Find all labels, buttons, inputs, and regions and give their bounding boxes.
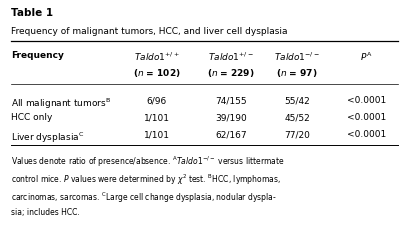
Text: 1/101: 1/101 [144, 130, 170, 139]
Text: $\mathit{Taldo1}^{+/-}$: $\mathit{Taldo1}^{+/-}$ [208, 51, 254, 63]
Text: Liver dysplasia$^{\mathrm{C}}$: Liver dysplasia$^{\mathrm{C}}$ [11, 130, 85, 145]
Text: $\mathit{Taldo1}^{+/+}$: $\mathit{Taldo1}^{+/+}$ [134, 51, 179, 63]
Text: <0.0001: <0.0001 [347, 96, 386, 105]
Text: 39/190: 39/190 [215, 113, 247, 122]
Text: carcinomas, sarcomas. $^{\mathrm{C}}$Large cell change dysplasia, nodular dyspla: carcinomas, sarcomas. $^{\mathrm{C}}$Lar… [11, 190, 277, 205]
Text: 55/42: 55/42 [284, 96, 310, 105]
Text: sia; includes HCC.: sia; includes HCC. [11, 208, 80, 217]
Text: Table 1: Table 1 [11, 8, 54, 18]
Text: 77/20: 77/20 [284, 130, 310, 139]
Text: $\mathit{Taldo1}^{-/-}$: $\mathit{Taldo1}^{-/-}$ [274, 51, 320, 63]
Text: Frequency: Frequency [11, 51, 64, 60]
Text: ($\mathit{n}$ = 97): ($\mathit{n}$ = 97) [276, 67, 318, 80]
Text: All malignant tumors$^{\mathrm{B}}$: All malignant tumors$^{\mathrm{B}}$ [11, 96, 112, 111]
Text: 74/155: 74/155 [215, 96, 247, 105]
Text: ($\mathit{n}$ = 102): ($\mathit{n}$ = 102) [133, 67, 181, 80]
Text: 45/52: 45/52 [284, 113, 310, 122]
Text: 6/96: 6/96 [147, 96, 167, 105]
Text: <0.0001: <0.0001 [347, 130, 386, 139]
Text: ($\mathit{n}$ = 229): ($\mathit{n}$ = 229) [207, 67, 254, 80]
Text: Frequency of malignant tumors, HCC, and liver cell dysplasia: Frequency of malignant tumors, HCC, and … [11, 27, 288, 36]
Text: 62/167: 62/167 [215, 130, 247, 139]
Text: $\mathit{P}^{\mathrm{A}}$: $\mathit{P}^{\mathrm{A}}$ [360, 51, 372, 63]
Text: 1/101: 1/101 [144, 113, 170, 122]
Text: control mice. $\mathit{P}$ values were determined by $\chi^{2}$ test. $^{\mathrm: control mice. $\mathit{P}$ values were d… [11, 172, 281, 187]
Text: HCC only: HCC only [11, 113, 53, 122]
Text: Values denote ratio of presence/absence. $^{\mathrm{A}}$$\mathit{Taldo1}^{-/-}$ : Values denote ratio of presence/absence.… [11, 154, 285, 169]
Text: <0.0001: <0.0001 [347, 113, 386, 122]
